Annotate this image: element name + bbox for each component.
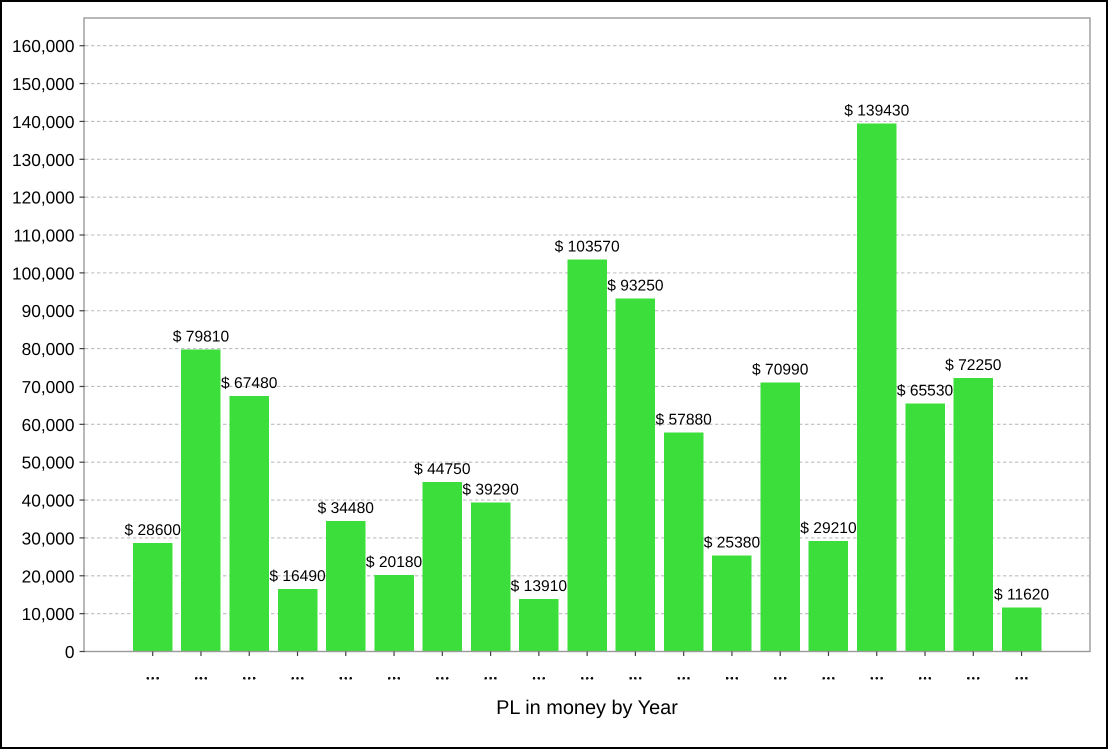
svg-text:$ 72250: $ 72250 <box>945 357 1002 374</box>
svg-text:$ 79810: $ 79810 <box>173 328 230 345</box>
svg-text:$ 11620: $ 11620 <box>994 587 1050 604</box>
svg-text:150,000: 150,000 <box>12 74 74 94</box>
svg-text:20,000: 20,000 <box>22 566 75 586</box>
svg-text:70,000: 70,000 <box>22 377 75 397</box>
svg-text:$ 16490: $ 16490 <box>269 568 326 585</box>
svg-text:PL in money by Year: PL in money by Year <box>496 697 678 719</box>
svg-text:120,000: 120,000 <box>12 188 74 208</box>
svg-text:160,000: 160,000 <box>12 36 74 56</box>
svg-text:40,000: 40,000 <box>22 491 75 511</box>
svg-text:$ 139430: $ 139430 <box>844 103 909 120</box>
svg-text:$ 57880: $ 57880 <box>655 411 712 428</box>
svg-text:$ 65530: $ 65530 <box>897 382 954 399</box>
svg-text:30,000: 30,000 <box>22 528 75 548</box>
svg-text:90,000: 90,000 <box>22 301 75 321</box>
svg-text:$ 20180: $ 20180 <box>366 554 423 571</box>
svg-text:$ 29210: $ 29210 <box>800 520 857 537</box>
svg-text:0: 0 <box>65 642 75 662</box>
svg-text:$ 67480: $ 67480 <box>221 375 278 392</box>
svg-text:110,000: 110,000 <box>13 226 74 246</box>
svg-text:$ 70990: $ 70990 <box>752 362 809 379</box>
svg-text:80,000: 80,000 <box>22 339 75 359</box>
svg-text:$ 28600: $ 28600 <box>125 522 182 539</box>
svg-text:$ 25380: $ 25380 <box>704 534 761 551</box>
svg-text:$ 34480: $ 34480 <box>318 500 375 517</box>
svg-text:$ 39290: $ 39290 <box>462 482 519 499</box>
svg-text:100,000: 100,000 <box>12 263 74 283</box>
svg-text:$ 103570: $ 103570 <box>555 238 620 255</box>
svg-text:$ 93250: $ 93250 <box>607 277 664 294</box>
svg-text:130,000: 130,000 <box>12 150 74 170</box>
svg-text:10,000: 10,000 <box>22 604 75 624</box>
svg-text:140,000: 140,000 <box>12 112 74 132</box>
svg-text:60,000: 60,000 <box>22 415 75 435</box>
svg-text:50,000: 50,000 <box>22 453 75 473</box>
svg-text:$ 13910: $ 13910 <box>511 578 568 595</box>
svg-text:$ 44750: $ 44750 <box>414 461 471 478</box>
